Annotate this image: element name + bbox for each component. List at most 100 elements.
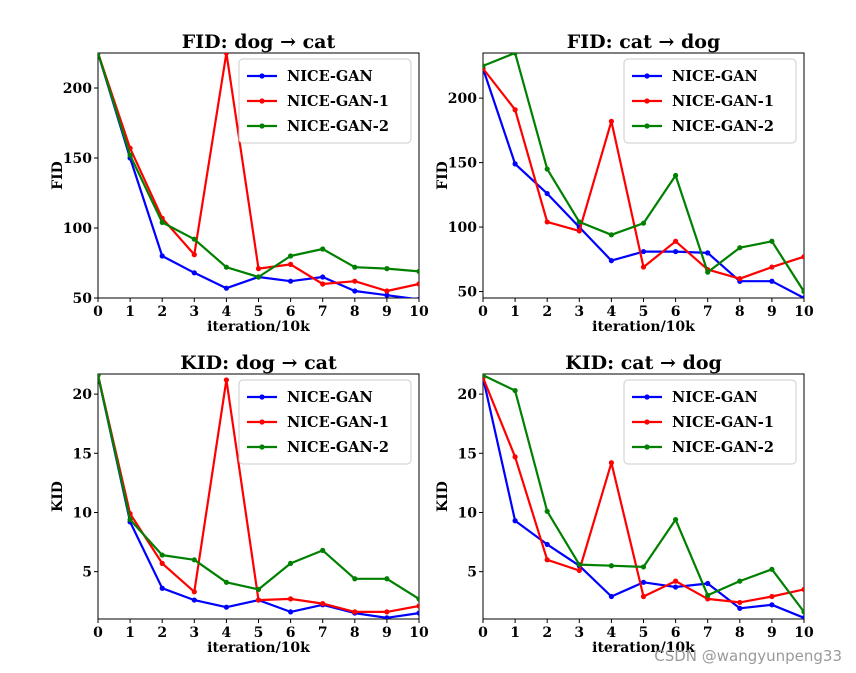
legend-label-nice-gan-2: NICE-GAN-2 [287,439,389,456]
legend-marker-nice-gan [259,73,265,79]
x-tick-label: 3 [574,304,584,320]
x-tick-label: 2 [157,625,167,641]
x-tick-label: 7 [703,625,713,641]
legend-marker-nice-gan-1 [259,98,265,104]
data-point-nice-gan-2 [769,238,775,244]
data-point-nice-gan-2 [159,219,165,225]
data-point-nice-gan [705,250,711,256]
data-point-nice-gan-1 [801,254,804,260]
data-point-nice-gan [640,248,647,255]
data-point-nice-gan-2 [769,566,775,572]
x-tick-label: 0 [93,625,103,641]
series-group [98,374,419,619]
data-point-nice-gan-1 [159,560,165,566]
legend-marker-nice-gan-2 [644,444,650,450]
x-tick-label: 1 [125,625,135,641]
data-point-nice-gan [191,270,197,276]
x-tick-label: 10 [409,304,429,320]
data-point-nice-gan-1 [191,252,197,258]
legend-label-nice-gan: NICE-GAN [287,68,373,85]
data-point-nice-gan-2 [255,274,262,280]
chart-fid-cat-to-dog: FID: cat → dog 0 1 2 3 4 5 6 7 8 9 10 50 100 150 200 ite… [435,31,814,335]
y-tick-label: 5 [82,565,92,581]
data-point-nice-gan-1 [673,238,679,244]
data-point-nice-gan-1 [288,596,294,602]
x-tick-label: 6 [286,304,296,320]
data-point-nice-gan-2 [223,579,229,585]
data-point-nice-gan [416,610,419,616]
legend-label-nice-gan: NICE-GAN [287,389,373,406]
data-point-nice-gan [544,190,550,197]
data-point-nice-gan [416,296,419,298]
data-point-nice-gan-2 [737,578,743,584]
x-axis-label: iteration/10k [207,640,310,656]
data-point-nice-gan-2 [384,576,390,582]
y-tick-label: 50 [73,291,93,307]
data-point-nice-gan-2 [384,266,390,272]
x-tick-label: 3 [189,304,199,320]
data-point-nice-gan-2 [416,596,419,602]
legend-box [623,58,797,144]
legend-marker-nice-gan-2 [259,123,265,129]
data-point-nice-gan-2 [801,288,804,295]
data-point-nice-gan [512,518,518,524]
data-point-nice-gan-1 [769,593,775,600]
data-point-nice-gan [320,274,326,280]
data-point-nice-gan-1 [191,589,197,595]
data-point-nice-gan-1 [384,609,390,615]
data-point-nice-gan-1 [544,219,550,225]
legend-box [238,379,412,465]
legend-marker-nice-gan [644,73,650,79]
chart-title: KID: dog → cat [180,352,337,374]
data-point-nice-gan [769,602,775,608]
data-point-nice-gan [673,584,679,590]
data-point-nice-gan [159,585,165,591]
x-tick-label: 8 [350,304,360,320]
legend-label-nice-gan-1: NICE-GAN-1 [672,414,774,431]
data-point-nice-gan [384,292,390,298]
data-point-nice-gan-1 [737,276,743,282]
data-point-nice-gan-1 [416,603,419,609]
legend-label-nice-gan-2: NICE-GAN-2 [672,439,774,456]
data-point-nice-gan-2 [223,264,229,270]
x-tick-label: 4 [607,304,617,320]
data-point-nice-gan-2 [352,264,358,270]
data-point-nice-gan [608,593,615,600]
data-point-nice-gan-2 [673,172,679,179]
x-tick-label: 5 [639,304,649,320]
data-point-nice-gan-2 [544,508,550,514]
x-tick-label: 4 [607,625,617,641]
data-point-nice-gan-1 [544,557,550,563]
data-point-nice-gan-2 [673,516,679,523]
data-point-nice-gan-2 [640,220,647,226]
data-point-nice-gan [223,604,229,610]
x-tick-label: 5 [254,304,264,320]
data-point-nice-gan-2 [512,53,518,56]
x-tick-label: 2 [542,625,552,641]
y-tick-label: 150 [63,151,92,167]
data-point-nice-gan [769,278,775,284]
data-point-nice-gan-2 [352,576,358,582]
y-tick-label: 100 [448,220,477,236]
data-point-nice-gan [191,597,197,603]
data-point-nice-gan-1 [416,281,419,287]
legend-marker-nice-gan-1 [644,98,650,104]
data-point-nice-gan [640,579,647,585]
x-tick-label: 1 [510,304,520,320]
data-point-nice-gan-1 [640,264,647,270]
y-axis-label: KID [50,481,66,512]
x-tick-label: 4 [222,304,232,320]
data-point-nice-gan-2 [640,564,647,570]
data-point-nice-gan-2 [576,219,582,225]
chart-fid-dog-to-cat: FID: dog → cat 0 1 2 3 4 5 6 7 8 9 10 50 100 150 200 ite… [50,31,429,335]
chart-title: FID: cat → dog [567,31,721,53]
chart-kid-dog-to-cat: KID: dog → cat 0 1 2 3 4 5 6 7 8 9 10 5 10 15 20 iterati… [50,352,429,656]
y-tick-label: 5 [467,565,477,581]
x-axis-label: iteration/10k [207,319,310,335]
legend-label-nice-gan: NICE-GAN [672,68,758,85]
x-tick-label: 9 [767,625,777,641]
legend-marker-nice-gan [259,394,265,400]
legend-label-nice-gan-1: NICE-GAN-1 [287,414,389,431]
data-point-nice-gan-2 [483,63,486,69]
y-tick-label: 15 [458,446,477,462]
